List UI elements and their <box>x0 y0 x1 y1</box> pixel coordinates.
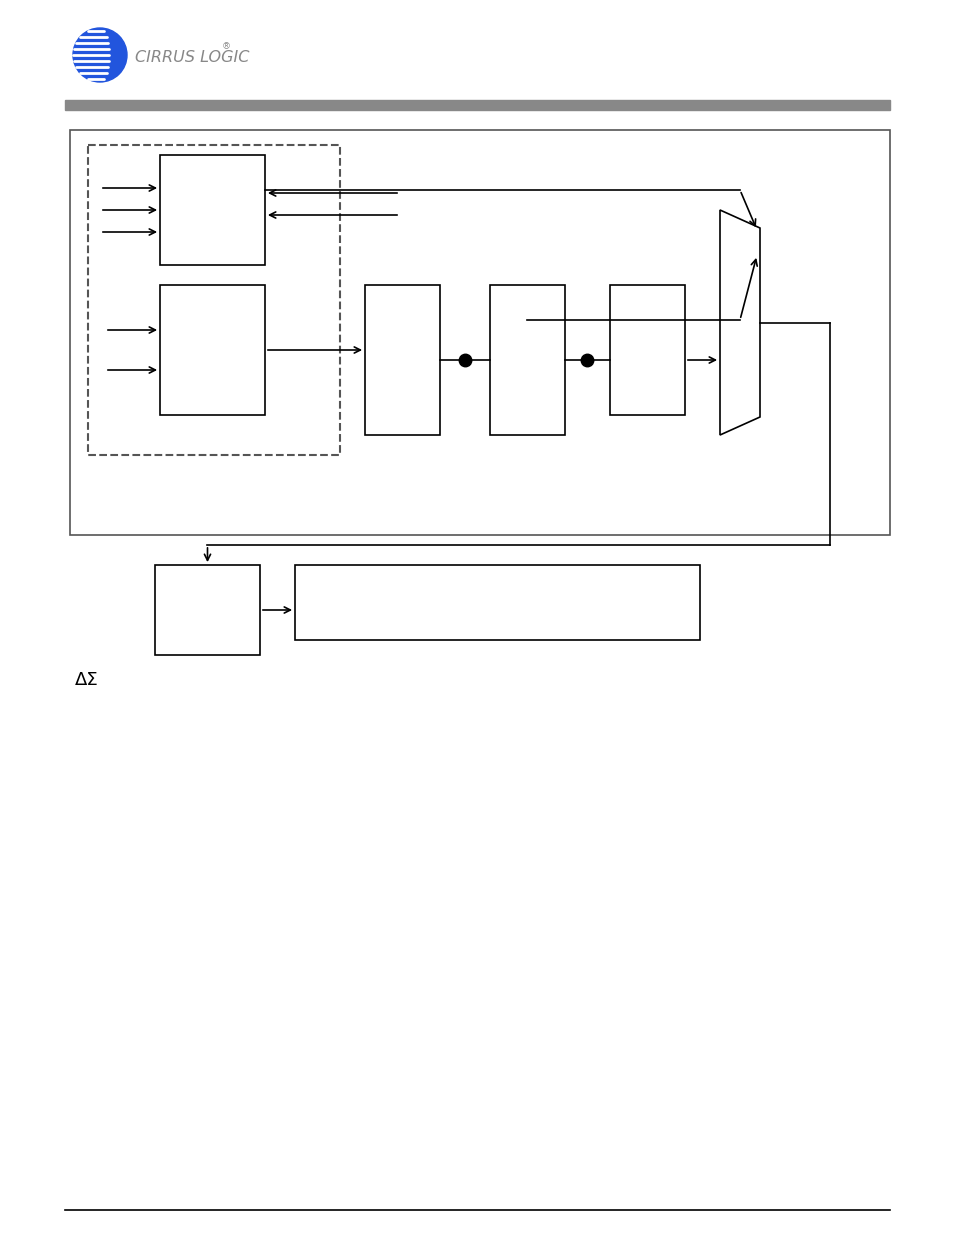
Circle shape <box>73 28 127 82</box>
Polygon shape <box>720 210 760 435</box>
Bar <box>490 285 564 435</box>
Text: ΔΣ: ΔΣ <box>75 671 99 689</box>
Text: ®: ® <box>222 42 231 52</box>
Text: CIRRUS LOGIC: CIRRUS LOGIC <box>135 51 249 65</box>
Bar <box>70 130 889 535</box>
Bar <box>609 285 684 415</box>
Bar <box>65 100 889 110</box>
Bar <box>365 285 439 435</box>
Bar <box>160 285 265 415</box>
Bar <box>160 156 265 266</box>
Bar <box>154 564 260 655</box>
Bar <box>294 564 700 640</box>
Bar <box>88 144 339 454</box>
